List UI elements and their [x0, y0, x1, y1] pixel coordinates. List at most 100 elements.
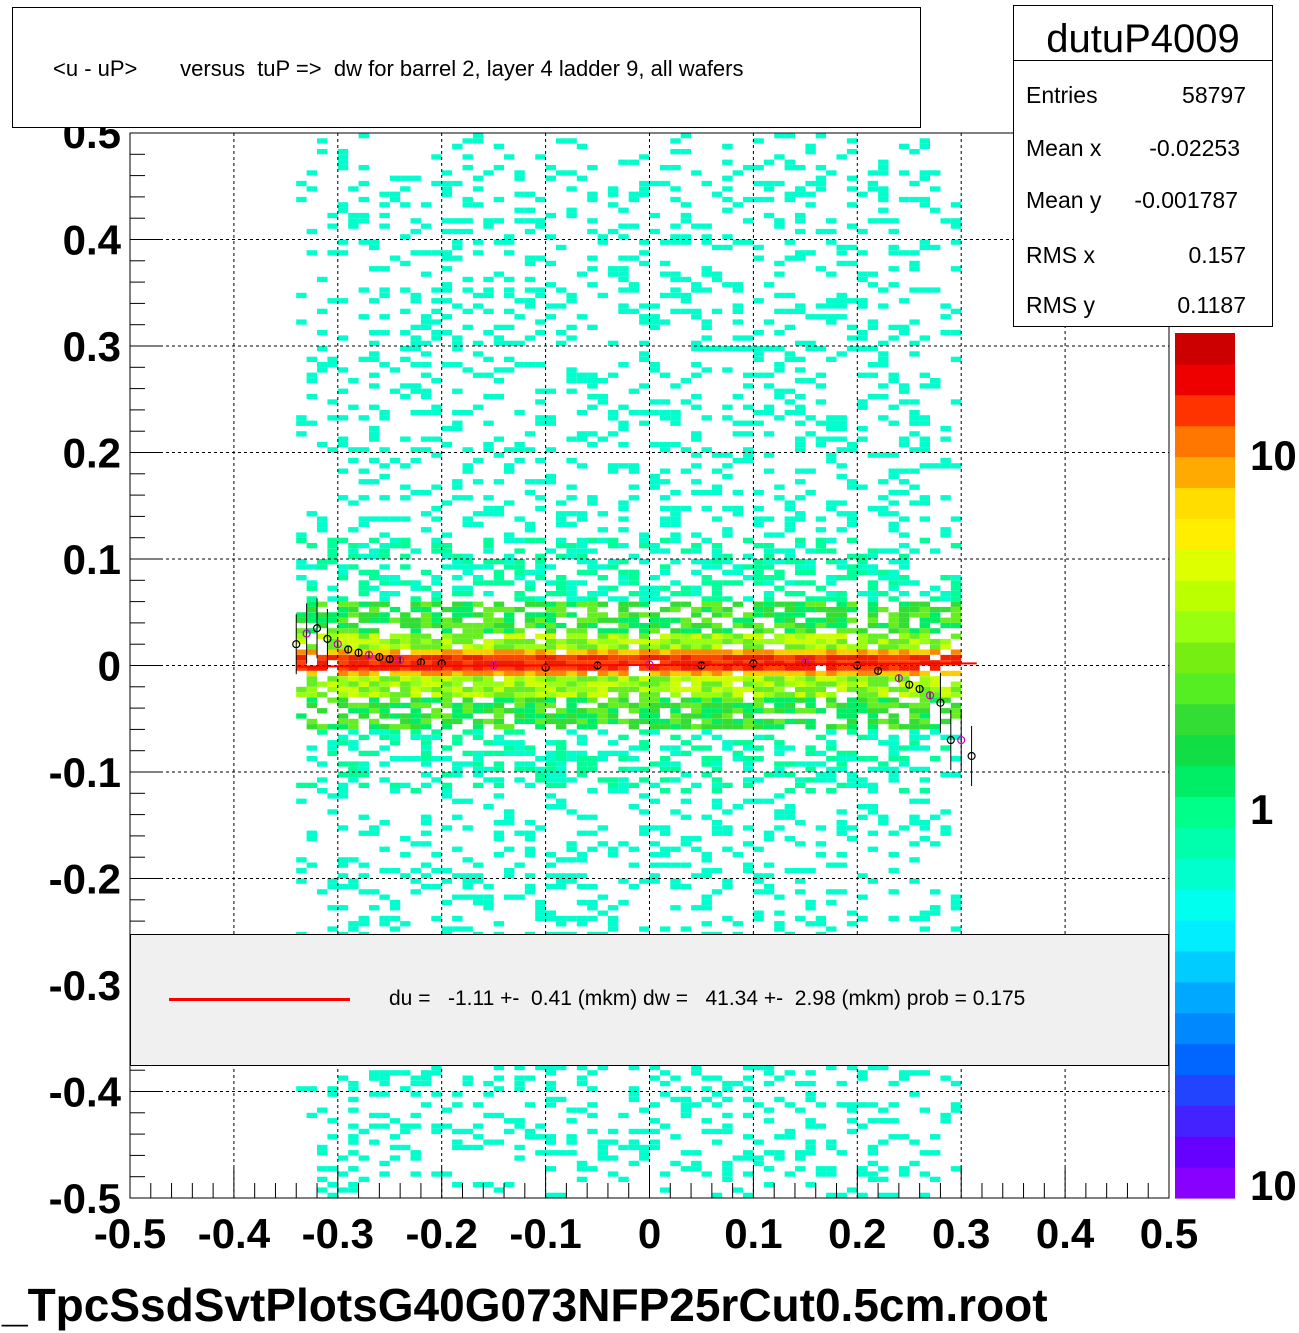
heatmap-cell	[722, 628, 733, 634]
heatmap-cell	[701, 697, 712, 703]
heatmap-cell	[846, 750, 858, 756]
heatmap-cell	[867, 271, 879, 277]
heatmap-cell	[306, 724, 317, 730]
heatmap-cell	[504, 276, 515, 283]
heatmap-cell	[670, 591, 681, 597]
palette-swatch	[1175, 981, 1235, 1014]
heatmap-cell	[504, 628, 515, 634]
heatmap-cell	[337, 692, 349, 698]
heatmap-cell	[348, 766, 359, 772]
heatmap-cell	[888, 596, 899, 602]
heatmap-cell	[493, 452, 505, 458]
heatmap-cell	[867, 186, 879, 192]
heatmap-cell	[389, 196, 401, 203]
heatmap-cell	[504, 537, 515, 543]
heatmap-cell	[836, 1150, 847, 1156]
heatmap-cell	[441, 441, 453, 448]
heatmap-cell	[493, 851, 505, 858]
heatmap-cell	[535, 1150, 546, 1156]
heatmap-cell	[919, 516, 930, 522]
heatmap-cell	[337, 436, 349, 442]
profile-point	[905, 680, 914, 689]
heatmap-cell	[317, 889, 328, 895]
heatmap-cell	[909, 340, 920, 346]
heatmap-cell	[535, 649, 546, 655]
heatmap-cell	[898, 638, 910, 645]
heatmap-cell	[732, 633, 743, 639]
heatmap-cell	[940, 463, 951, 469]
heatmap-cell	[535, 1064, 546, 1071]
stats-value: 0.1187	[1177, 292, 1246, 318]
heatmap-cell	[576, 851, 588, 858]
heatmap-cell	[483, 617, 494, 623]
heatmap-cell	[950, 702, 962, 709]
heatmap-cell	[888, 1118, 899, 1124]
heatmap-cell	[670, 606, 681, 613]
heatmap-cell	[431, 1171, 442, 1177]
heatmap-cell	[306, 617, 317, 623]
heatmap-cell	[659, 516, 671, 522]
heatmap-cell	[722, 596, 733, 602]
heatmap-cell	[431, 298, 442, 304]
heatmap-cell	[701, 1086, 712, 1092]
heatmap-cell	[452, 425, 463, 432]
heatmap-cell	[763, 638, 775, 645]
heatmap-cell	[659, 724, 671, 730]
heatmap-cell	[524, 255, 536, 261]
heatmap-cell	[607, 266, 619, 272]
heatmap-cell	[888, 612, 899, 618]
heatmap-cell	[701, 575, 712, 581]
heatmap-cell	[940, 692, 951, 698]
heatmap-cell	[576, 686, 588, 693]
heatmap-cell	[888, 766, 899, 772]
heatmap-cell	[410, 713, 421, 719]
heatmap-cell	[919, 612, 930, 618]
heatmap-cell	[898, 399, 910, 405]
heatmap-cell	[795, 468, 806, 474]
heatmap-cell	[732, 202, 743, 208]
heatmap-cell	[493, 734, 505, 740]
heatmap-cell	[535, 255, 546, 261]
heatmap-cell	[441, 500, 453, 506]
heatmap-cell	[857, 276, 868, 283]
heatmap-cell	[649, 1064, 660, 1071]
heatmap-cell	[348, 1096, 359, 1103]
heatmap-cell	[784, 324, 795, 330]
heatmap-cell	[815, 761, 827, 767]
heatmap-cell	[493, 1075, 505, 1081]
heatmap-cell	[420, 702, 432, 709]
heatmap-cell	[576, 1160, 588, 1167]
heatmap-cell	[743, 383, 754, 389]
heatmap-cell	[680, 447, 692, 453]
heatmap-cell	[348, 628, 359, 634]
heatmap-cell	[452, 340, 463, 346]
profile-point	[946, 735, 955, 745]
heatmap-cell	[452, 1182, 463, 1188]
heatmap-cell	[930, 665, 941, 671]
heatmap-cell	[358, 654, 369, 661]
heatmap-cell	[441, 702, 453, 709]
heatmap-cell	[317, 1107, 328, 1113]
heatmap-cell	[701, 1171, 712, 1177]
heatmap-cell	[774, 223, 785, 229]
heatmap-cell	[358, 692, 369, 698]
heatmap-cell	[452, 1102, 463, 1108]
heatmap-cell	[898, 143, 910, 149]
heatmap-cell	[836, 750, 847, 756]
heatmap-cell	[691, 654, 702, 661]
heatmap-cell	[327, 644, 338, 650]
heatmap-cell	[711, 782, 723, 788]
heatmap-cell	[369, 1075, 380, 1081]
y-tick-label: -0.4	[49, 1069, 122, 1116]
heatmap-cell	[327, 926, 338, 932]
heatmap-cell	[524, 686, 536, 693]
heatmap-cell	[795, 447, 806, 453]
heatmap-cell	[711, 468, 723, 474]
heatmap-cell	[462, 649, 473, 655]
heatmap-cell	[472, 772, 484, 778]
heatmap-cell	[846, 223, 858, 229]
heatmap-cell	[898, 516, 910, 522]
heatmap-cell	[784, 1070, 795, 1076]
heatmap-cell	[649, 862, 660, 868]
